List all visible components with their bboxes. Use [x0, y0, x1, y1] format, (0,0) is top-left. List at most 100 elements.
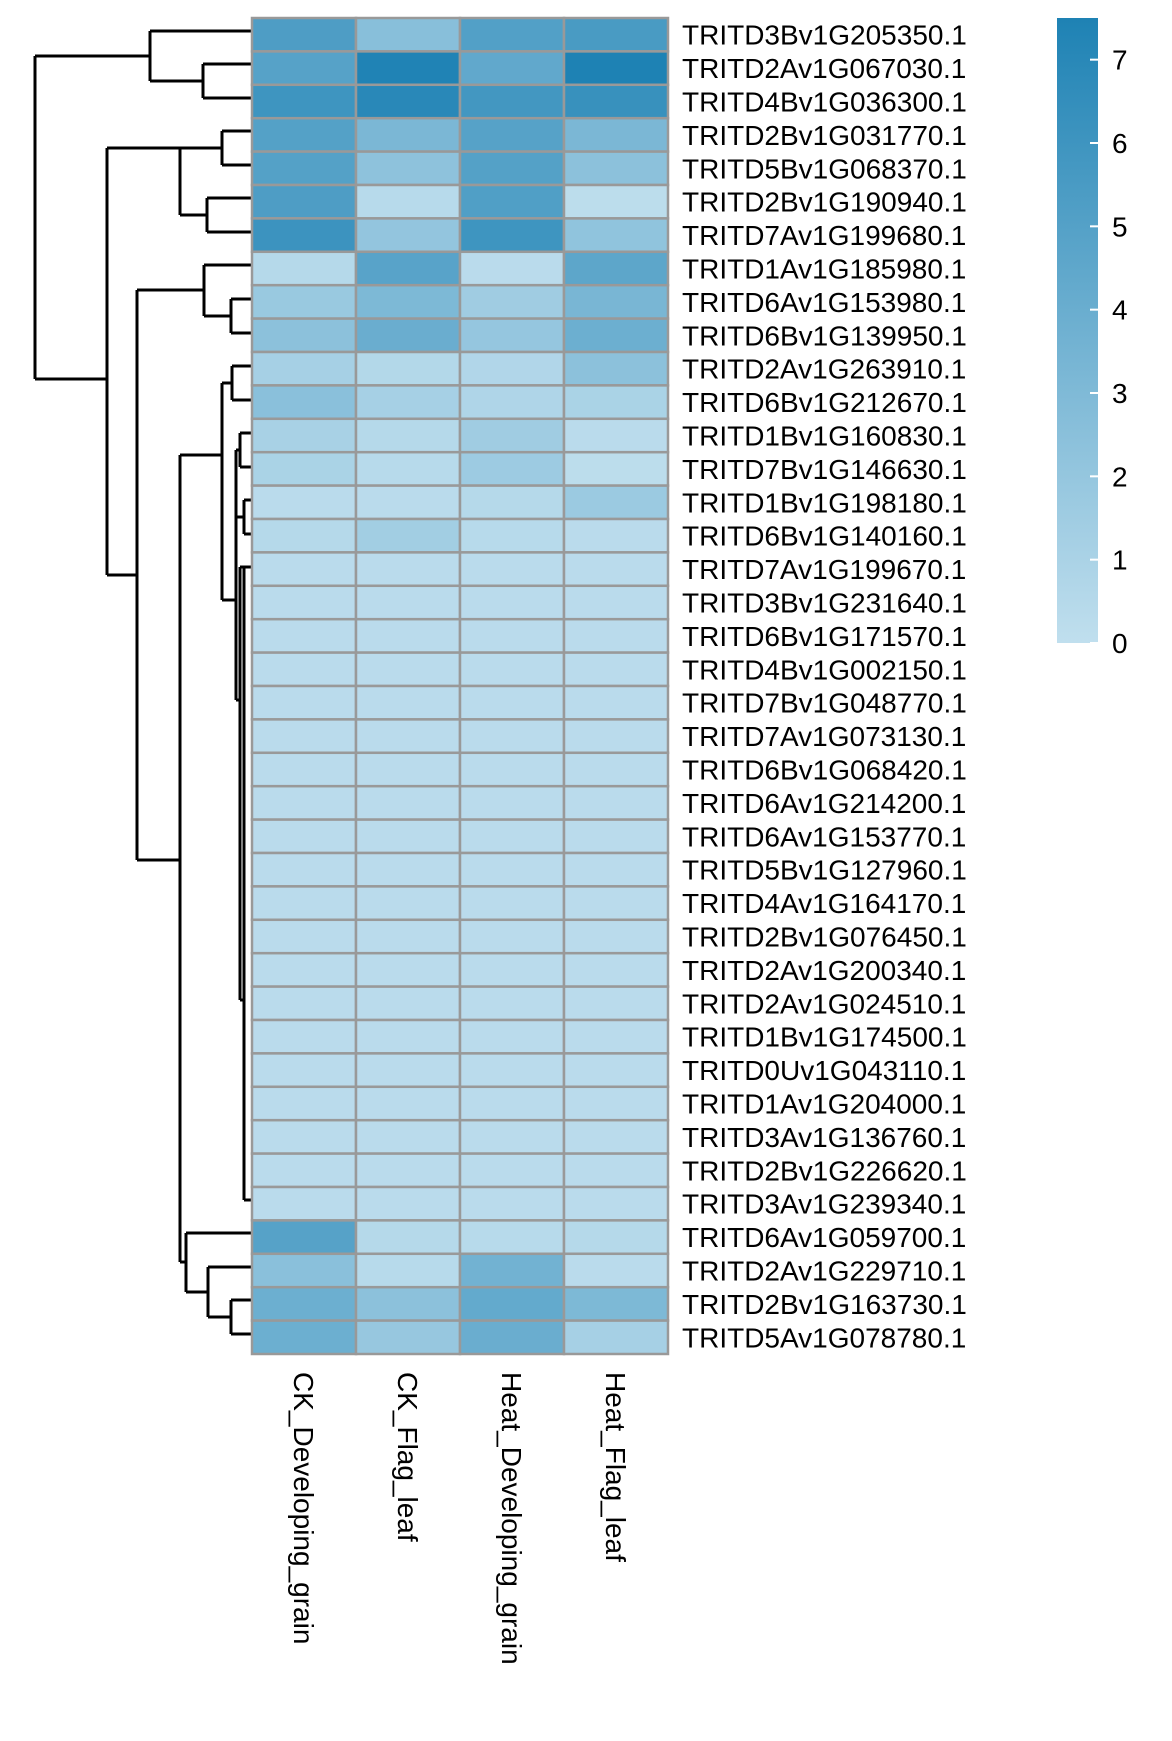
heatmap-cell	[354, 450, 462, 487]
dendro-branch	[242, 565, 252, 1202]
dendro-branch	[234, 483, 240, 702]
heatmap-cell	[562, 484, 670, 521]
heatmap-cell	[354, 417, 462, 454]
heatmap-cell	[458, 885, 566, 922]
heatmap-cell	[458, 718, 566, 755]
heatmap-cell	[250, 1319, 358, 1356]
heatmap-cell	[354, 317, 462, 354]
heatmap-cell	[458, 651, 566, 688]
dendro-branch	[238, 431, 252, 469]
row-label: TRITD2Bv1G076450.1	[682, 922, 967, 953]
heatmap-cell	[250, 384, 358, 421]
heatmap-cell	[250, 1219, 358, 1256]
heatmap-cell	[562, 150, 670, 187]
heatmap-cell	[562, 784, 670, 821]
heatmap-cell	[562, 1285, 670, 1322]
heatmap-cell	[562, 1018, 670, 1055]
color-legend: 0 1 2 3 4 5 6 7	[1057, 18, 1128, 659]
heatmap-cell	[354, 350, 462, 387]
heatmap-cell	[250, 617, 358, 654]
heatmap-cell	[562, 918, 670, 955]
heatmap-cell	[354, 1285, 462, 1322]
heatmap-cell	[354, 283, 462, 320]
heatmap-cell	[354, 1219, 462, 1256]
heatmap-cell	[354, 851, 462, 888]
heatmap-cell	[250, 517, 358, 554]
column-labels: CK_Developing_grain CK_Flag_leaf Heat_Deve…	[288, 1372, 631, 1665]
heatmap-cell	[562, 951, 670, 988]
heatmap-cell	[354, 617, 462, 654]
heatmap-cell	[250, 918, 358, 955]
heatmap-cell	[354, 584, 462, 621]
row-label: TRITD3Bv1G231640.1	[682, 588, 967, 619]
heatmap-cell	[458, 116, 566, 153]
heatmap-cell	[562, 584, 670, 621]
heatmap-cell	[562, 751, 670, 788]
heatmap-cell	[562, 83, 670, 120]
row-labels: TRITD3Bv1G205350.1TRITD2Av1G067030.1TRIT…	[682, 20, 967, 1354]
row-label: TRITD6Bv1G068420.1	[682, 755, 967, 786]
heatmap-cell	[354, 217, 462, 254]
heatmap-cell	[562, 1252, 670, 1289]
dendro-branch	[230, 364, 252, 402]
heatmap-cell	[250, 751, 358, 788]
heatmap-cell	[562, 818, 670, 855]
heatmap-cell	[250, 784, 358, 821]
heatmap-cell	[250, 885, 358, 922]
heatmap-cell	[354, 818, 462, 855]
heatmap-cell	[562, 1052, 670, 1089]
heatmap-cell	[250, 450, 358, 487]
heatmap-cell	[458, 183, 566, 220]
heatmap-cell	[354, 1252, 462, 1289]
heatmap-cell	[354, 684, 462, 721]
heatmap-cell	[562, 1152, 670, 1189]
dendro-branch	[105, 146, 180, 577]
heatmap-cell	[458, 317, 566, 354]
row-label: TRITD1Av1G204000.1	[682, 1089, 966, 1120]
row-label: TRITD6Av1G059700.1	[682, 1222, 966, 1253]
row-label: TRITD2Av1G024510.1	[682, 988, 966, 1019]
heatmap-cell	[354, 250, 462, 287]
heatmap-cell	[354, 484, 462, 521]
heatmap-cell	[354, 83, 462, 120]
heatmap-cell	[562, 450, 670, 487]
heatmap-cell	[250, 83, 358, 120]
legend-tick-label: 1	[1112, 545, 1128, 576]
legend-tick-label: 2	[1112, 461, 1128, 492]
dendro-branch	[135, 288, 204, 862]
heatmap-cell	[458, 1252, 566, 1289]
dendro-branch	[229, 1298, 252, 1336]
row-label: TRITD6Bv1G139950.1	[682, 320, 967, 351]
heatmap-cell	[250, 951, 358, 988]
row-label: TRITD3Bv1G205350.1	[682, 20, 967, 51]
heatmap-cell	[562, 1319, 670, 1356]
legend-color-bar	[1057, 18, 1098, 643]
row-label: TRITD2Bv1G163730.1	[682, 1289, 967, 1320]
heatmap-cell	[250, 250, 358, 287]
row-label: TRITD5Av1G078780.1	[682, 1322, 966, 1353]
row-label: TRITD6Av1G214200.1	[682, 788, 966, 819]
row-label: TRITD6Av1G153980.1	[682, 287, 966, 318]
dendro-branch	[201, 62, 252, 100]
heatmap-cell	[562, 1219, 670, 1256]
row-label: TRITD2Bv1G031770.1	[682, 120, 967, 151]
heatmap-cell	[250, 1118, 358, 1155]
heatmap-cell	[458, 818, 566, 855]
heatmap-cell	[250, 551, 358, 588]
row-label: TRITD6Bv1G212670.1	[682, 387, 967, 418]
row-label: TRITD7Av1G199670.1	[682, 554, 966, 585]
heatmap-cell	[250, 1085, 358, 1122]
heatmap-cell	[250, 150, 358, 187]
heatmap-cell	[354, 1185, 462, 1222]
heatmap-cell	[250, 1252, 358, 1289]
row-label: TRITD5Bv1G127960.1	[682, 855, 967, 886]
heatmap-cell	[250, 283, 358, 320]
row-label: TRITD7Av1G073130.1	[682, 721, 966, 752]
heatmap-cell	[458, 1219, 566, 1256]
heatmap-cell	[250, 584, 358, 621]
row-label: TRITD5Bv1G068370.1	[682, 153, 967, 184]
heatmap-cell	[562, 1118, 670, 1155]
heatmap-cell	[250, 651, 358, 688]
heatmap-cell	[250, 718, 358, 755]
heatmap-cell	[354, 1319, 462, 1356]
